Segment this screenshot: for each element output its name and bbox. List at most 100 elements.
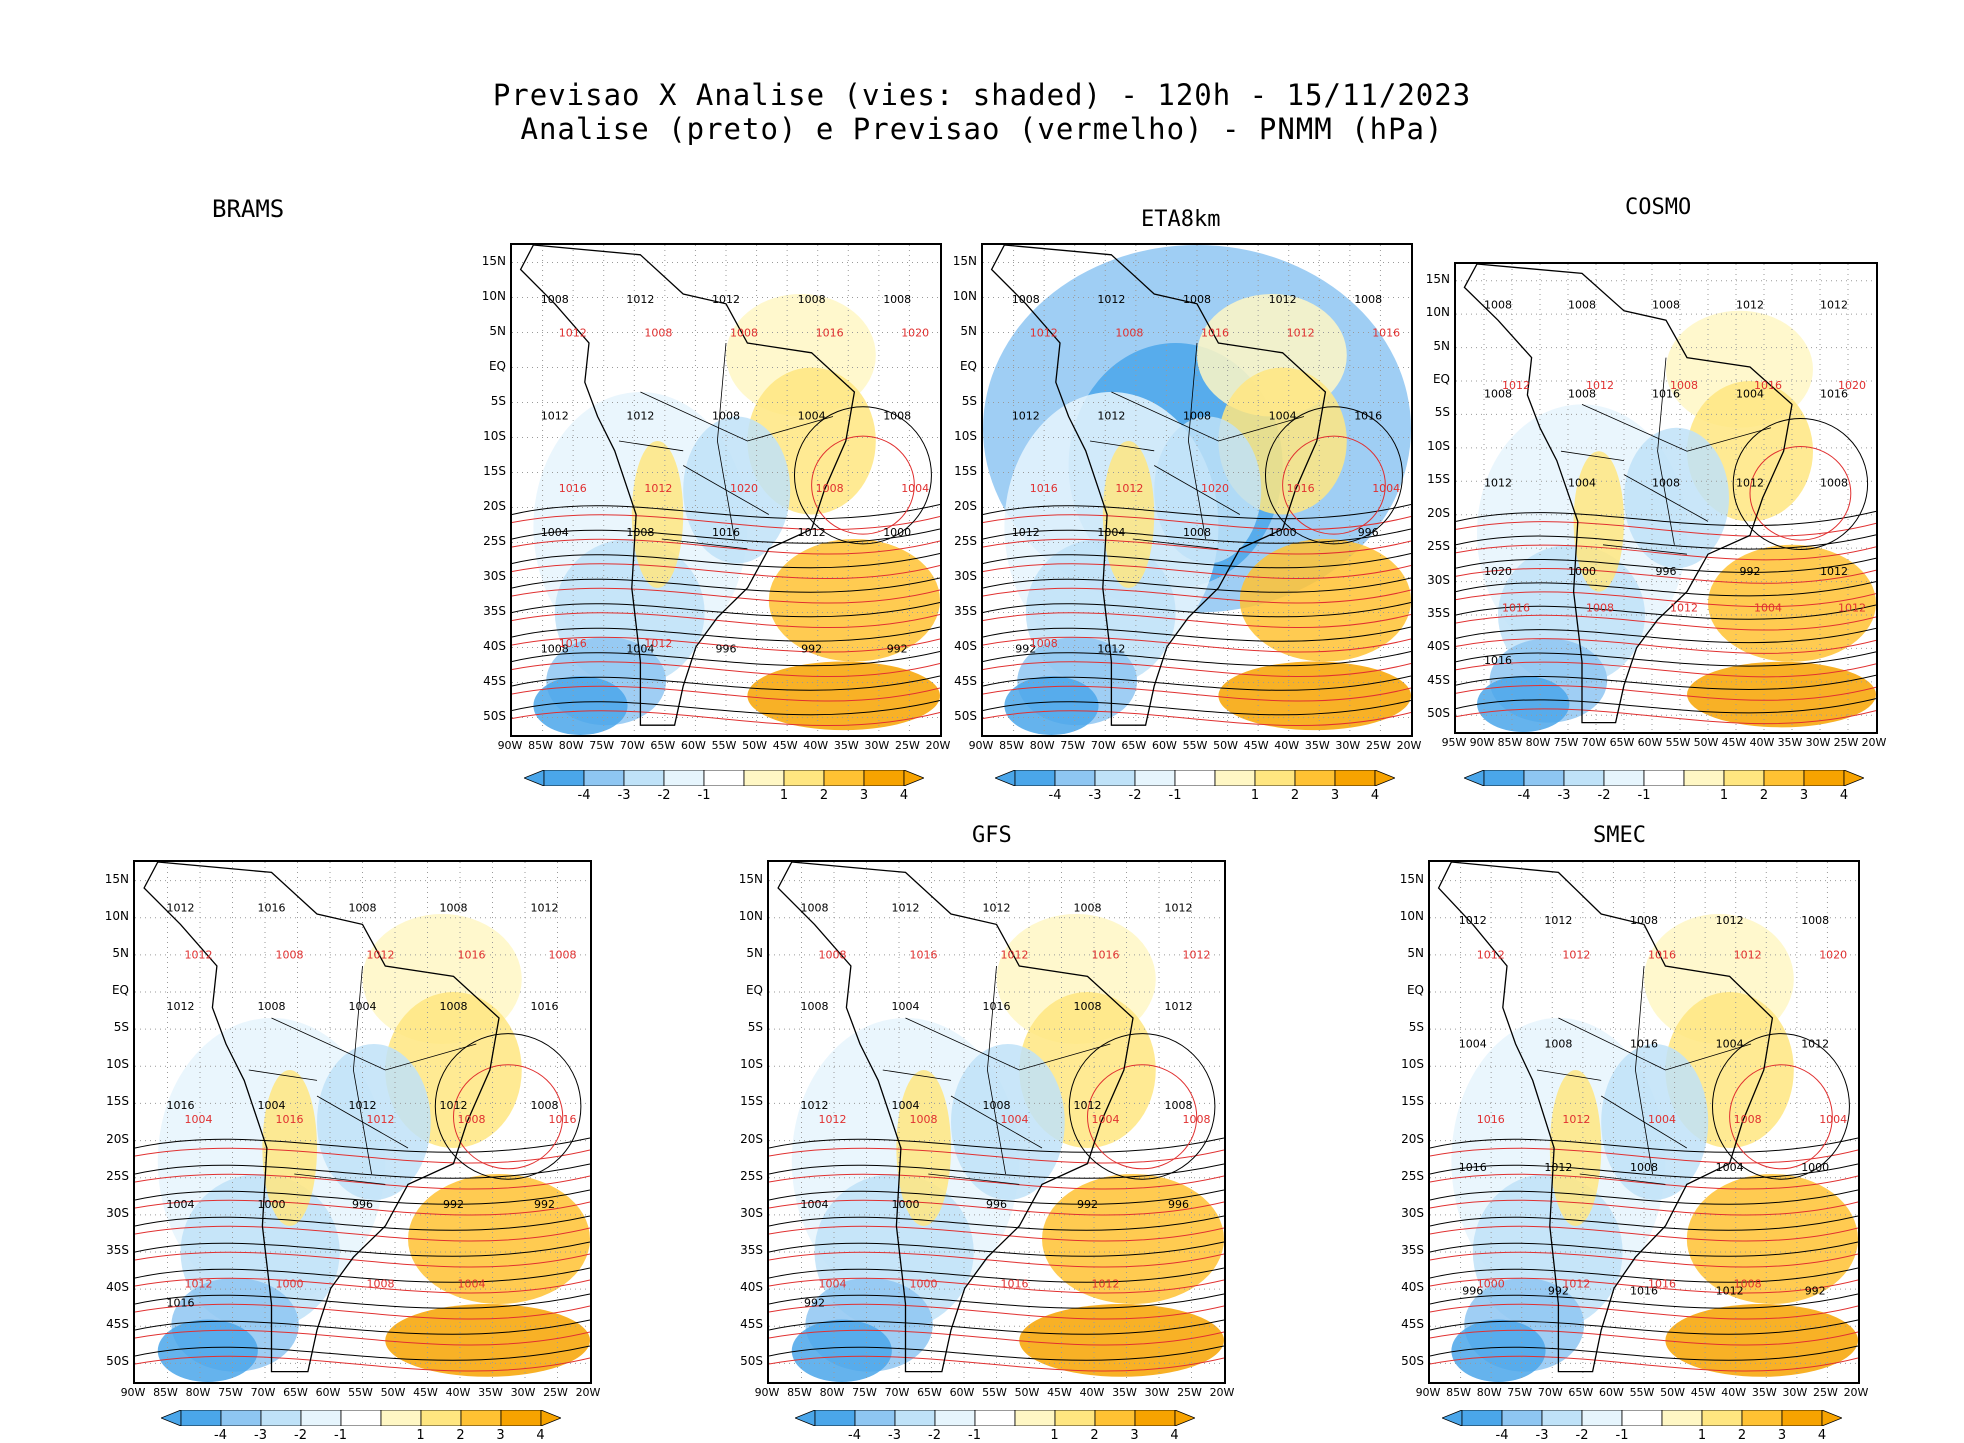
isobar-analysis [1456, 698, 1876, 714]
lon-tick-label: 55W [348, 1386, 373, 1399]
contour-label-analysis: 1012 [1074, 1099, 1102, 1112]
country-border [882, 1069, 952, 1081]
lon-tick-label: 50W [1693, 736, 1719, 749]
contour-label-analysis: 992 [801, 642, 822, 655]
lon-tick-label: 90W [1415, 1386, 1441, 1399]
lat-tick-label: 35S [106, 1243, 129, 1257]
contour-label-forecast: 1016 [1754, 379, 1782, 392]
lon-tick-label: 55W [1629, 1386, 1655, 1399]
isobar-forecast [1430, 1329, 1858, 1346]
country-border [618, 440, 684, 452]
lat-tick-label: 20S [483, 498, 506, 513]
isobar-forecast [983, 587, 1411, 604]
lon-tick-label: 70W [884, 1386, 910, 1399]
lat-tick-label: 10S [740, 1057, 763, 1072]
lat-tick-label: 30S [483, 568, 506, 583]
isobar-analysis [1711, 1033, 1850, 1180]
isobar-forecast [1430, 1355, 1858, 1372]
contour-label-analysis: 1004 [1736, 387, 1764, 400]
lat-tick-label: 5S [747, 1020, 763, 1035]
contour-label-forecast: 1008 [819, 948, 847, 961]
isobar-forecast [983, 612, 1411, 628]
contour-label-analysis: 996 [986, 1198, 1007, 1211]
colorbar-label: -1 [697, 788, 711, 803]
colorbar-segment [180, 1409, 221, 1427]
lat-tick-label: 25S [1401, 1168, 1424, 1183]
contour-label-analysis: 1008 [801, 901, 829, 914]
isobar-forecast [769, 1225, 1224, 1242]
contour-label-forecast: 1012 [1502, 379, 1530, 392]
colorbar-segment [1763, 769, 1805, 787]
contour-label-analysis: 1012 [712, 293, 740, 306]
lon-tick-label: 35W [1751, 1386, 1777, 1399]
isobar-forecast [512, 685, 940, 702]
contour-label-analysis: 1008 [983, 1099, 1011, 1112]
colorbar-smec [1440, 1409, 1844, 1427]
colorbar-segment [743, 769, 785, 787]
lat-tick-label: 45S [1401, 1317, 1424, 1332]
map-panel-eta8km: 1008 1012 1008 1012 1008 1012 1012 1008 1004 1016… [981, 243, 1413, 737]
contour-label-analysis: 1012 [349, 1099, 377, 1112]
isobar-forecast [135, 1303, 590, 1320]
country-border [1132, 538, 1219, 550]
lat-tick-label: 25S [106, 1168, 129, 1183]
lon-tick-label: 85W [528, 739, 553, 752]
contour-label-analysis: 1008 [1652, 476, 1680, 489]
isobar-analysis [512, 602, 940, 618]
contour-label-forecast: 1012 [1030, 327, 1058, 340]
contour-label-analysis: 1012 [1736, 476, 1764, 489]
contour-label-analysis: 1004 [798, 410, 826, 423]
contour-label-analysis: 1008 [1074, 1000, 1102, 1013]
lon-tick-label: 35W [478, 1386, 503, 1399]
isobar-forecast [769, 1251, 1224, 1268]
lat-tick-label: 40S [106, 1280, 129, 1295]
isobar-forecast [135, 1251, 590, 1268]
lon-tick-label: 60W [949, 1386, 975, 1399]
colorbar-segment [1501, 1409, 1543, 1427]
colorbar-segment [1214, 769, 1256, 787]
colorbar-label: 2 [1759, 788, 1769, 803]
contour-label-analysis: 992 [887, 642, 908, 655]
contour-label-forecast: 1008 [1586, 601, 1614, 614]
colorbar-segment [1723, 769, 1765, 787]
isobar-forecast [512, 563, 940, 579]
bias-shade [1102, 441, 1155, 588]
lat-tick-label: 10S [483, 428, 506, 443]
colorbar-segment [1621, 1409, 1663, 1427]
lat-tick-label: 15S [106, 1094, 129, 1109]
contour-label-analysis: 1008 [883, 293, 911, 306]
contour-label-analysis: 1012 [1544, 914, 1572, 927]
colorbar-arrow-right [1174, 1409, 1196, 1427]
lon-tick-label: 30W [1782, 1386, 1808, 1399]
lat-tick-label: 45S [740, 1317, 763, 1332]
isobar-analysis [769, 1345, 1224, 1361]
contour-label-analysis: 1016 [1484, 654, 1512, 667]
isobar-analysis [135, 1137, 590, 1153]
lat-tick-label: 50S [740, 1354, 763, 1369]
contour-label-analysis: 1016 [1459, 1161, 1487, 1174]
lat-tick-label: 15N [104, 871, 129, 886]
lat-tick-label: 5N [112, 945, 129, 960]
colorbar-segment [543, 769, 585, 787]
colorbar-segment [1094, 1409, 1135, 1427]
lat-tick-label: 5S [1408, 1020, 1424, 1035]
colorbar-segment [1701, 1409, 1743, 1427]
contour-label-forecast: 1016 [1287, 482, 1315, 495]
colorbar-label: 3 [859, 788, 869, 803]
lon-tick-label: 75W [1507, 1386, 1533, 1399]
isobar-analysis [1430, 1189, 1858, 1205]
contour-label-forecast: 1008 [276, 948, 304, 961]
lon-tick-label: 90W [968, 739, 994, 752]
isobar-forecast [453, 1064, 564, 1170]
contour-label-analysis: 1004 [167, 1198, 195, 1211]
country-border [928, 1173, 1020, 1185]
contour-label-analysis: 1008 [1354, 293, 1382, 306]
colorbar-label: 3 [1799, 788, 1809, 803]
contour-label-forecast: 1016 [559, 482, 587, 495]
isobar-analysis [1430, 1215, 1858, 1231]
country-border [352, 965, 372, 1175]
lat-tick-label: 50S [106, 1354, 129, 1369]
contour-label-analysis: 1012 [1801, 1037, 1829, 1050]
contour-label-forecast: 1004 [1648, 1113, 1676, 1126]
